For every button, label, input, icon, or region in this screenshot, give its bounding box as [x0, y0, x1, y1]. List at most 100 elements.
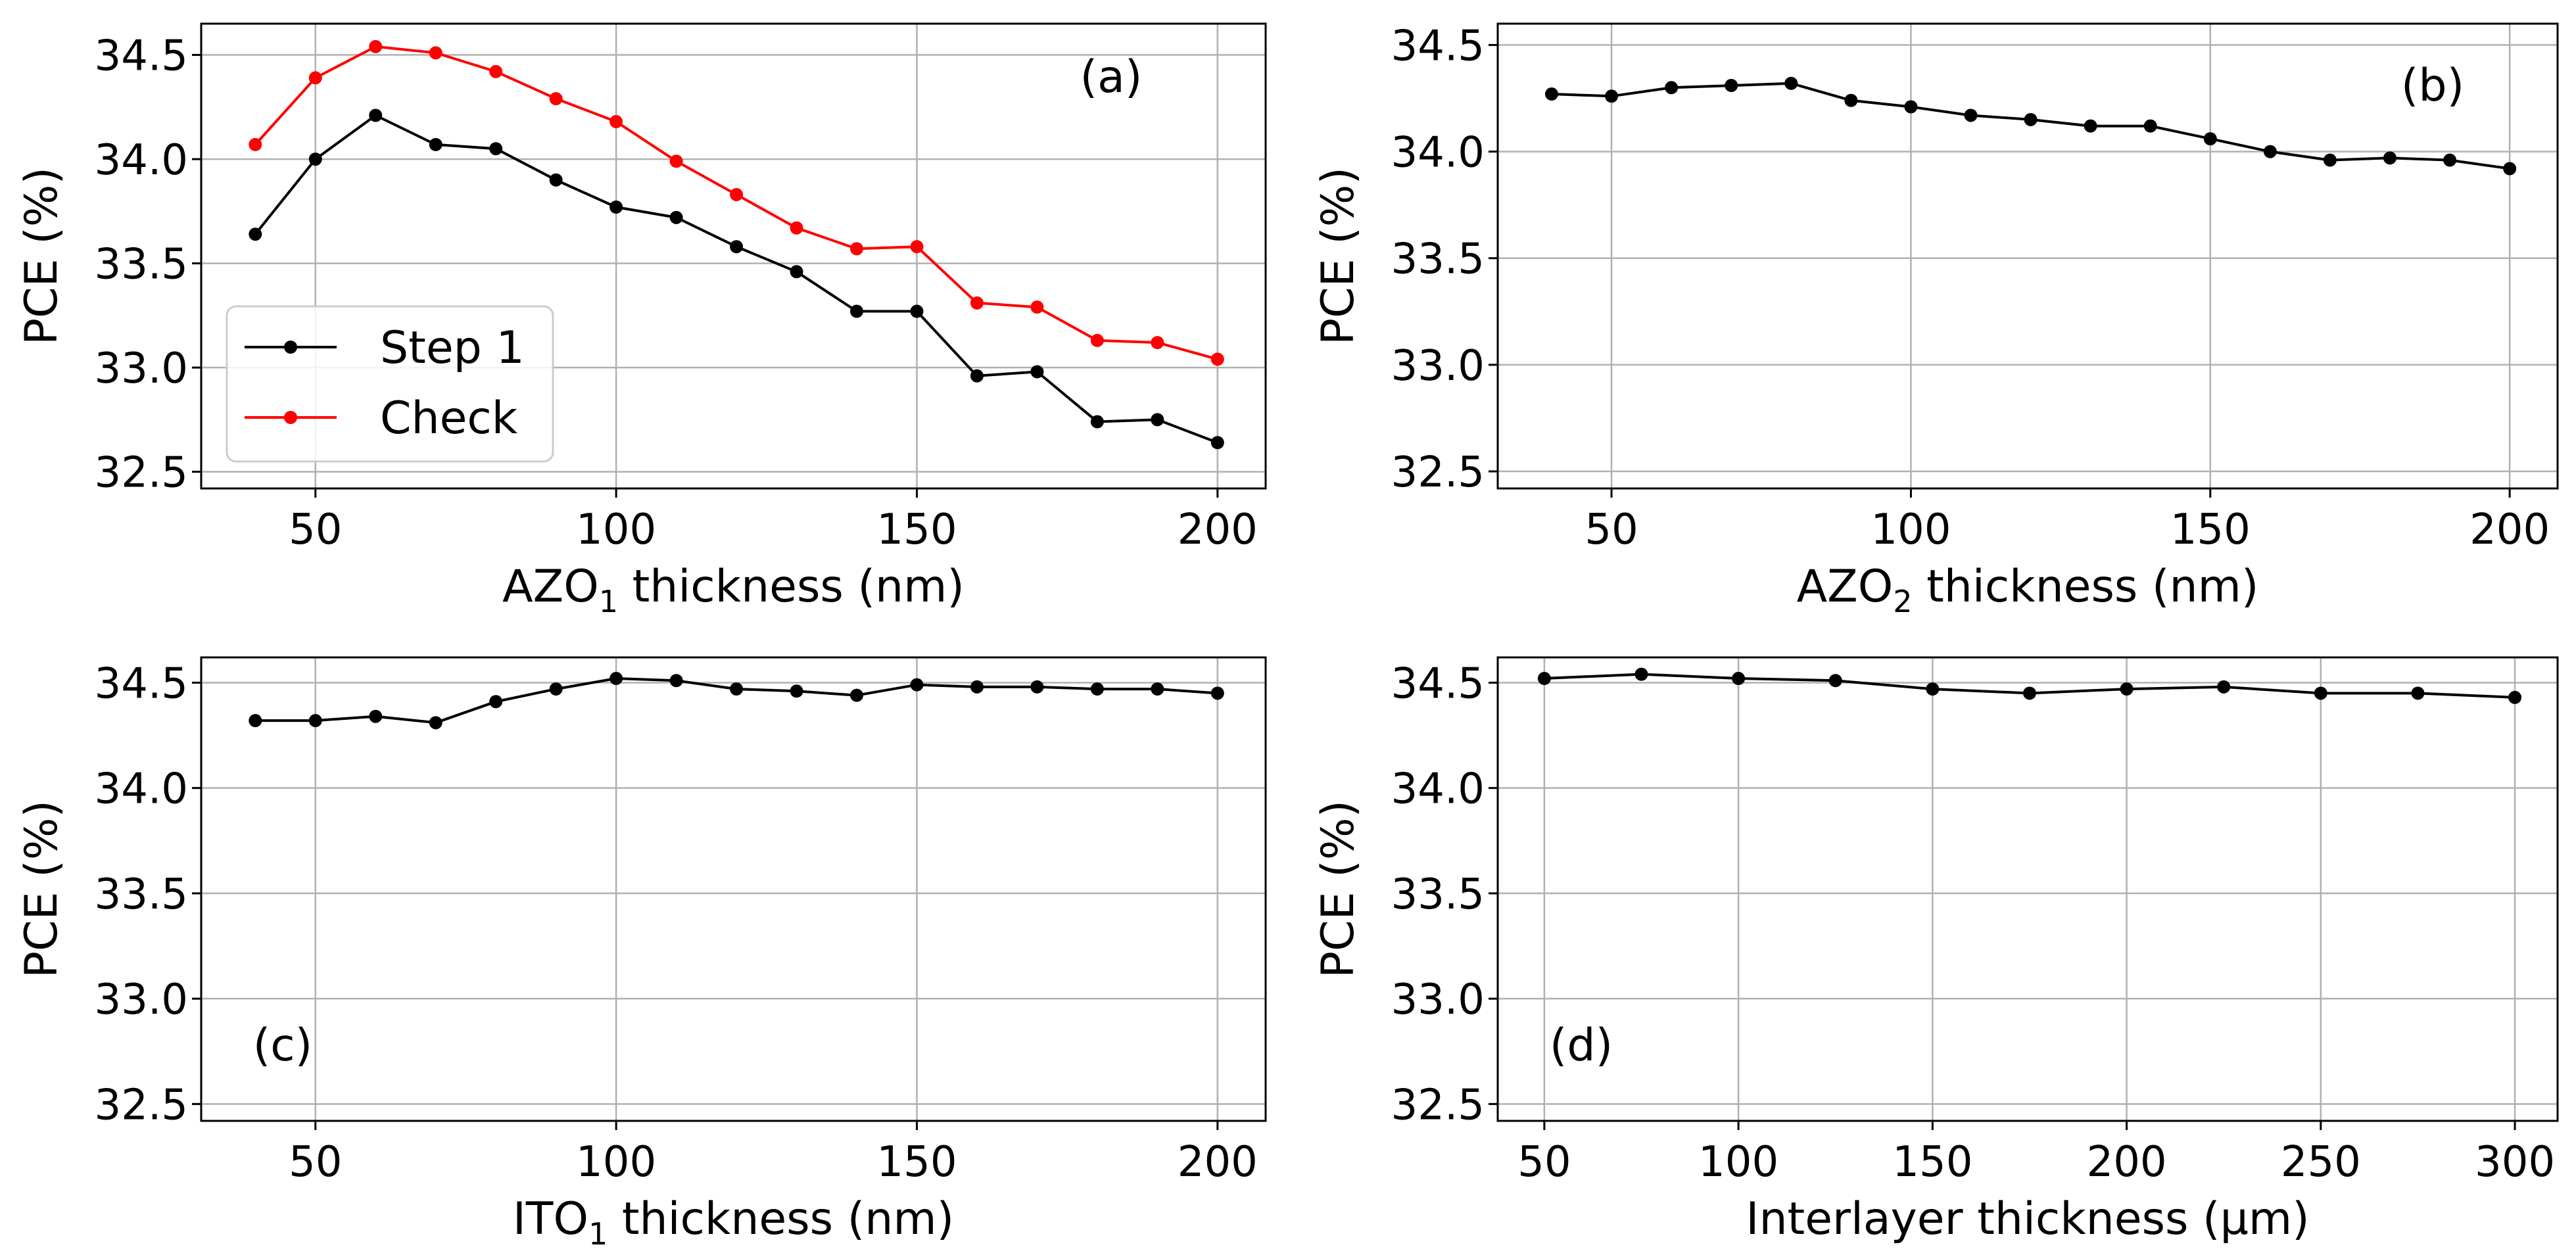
x-tick-label: 50: [289, 1138, 342, 1187]
data-point: [2084, 119, 2097, 133]
legend-marker: [284, 341, 297, 354]
data-point: [2263, 145, 2277, 158]
data-point: [669, 154, 683, 168]
data-point: [2203, 132, 2217, 146]
y-tick-label: 34.5: [1391, 22, 1485, 70]
chart-panel-1: 50 100 150 200 32.5 33.0 33.5 34.0 34.5 PCE (%) AZ…: [16, 22, 1267, 619]
x-axis-label: AZO2 thickness (nm): [1797, 561, 2259, 619]
data-point: [609, 115, 623, 129]
y-tick-label: 34.0: [1391, 129, 1485, 177]
data-point: [790, 265, 803, 279]
data-point: [850, 242, 864, 256]
panel-label: (b): [2401, 60, 2464, 112]
data-point: [1537, 672, 1551, 686]
y-tick-label: 32.5: [95, 449, 189, 498]
data-point: [609, 672, 623, 686]
data-point: [1210, 352, 1224, 366]
x-tick-label: 50: [289, 506, 342, 554]
data-point: [1904, 100, 1918, 114]
data-point: [1030, 300, 1044, 314]
data-point: [2503, 162, 2517, 176]
data-point: [2120, 682, 2134, 696]
x-axis-label: AZO1 thickness (nm): [502, 561, 965, 619]
plot-frame: [200, 22, 1267, 490]
x-tick-label: 50: [1517, 1138, 1571, 1187]
x-tick-label: 250: [2281, 1138, 2361, 1187]
data-point: [2508, 690, 2522, 704]
y-tick-label: 34.5: [1391, 659, 1485, 708]
data-point: [1964, 108, 1978, 122]
data-point: [549, 173, 563, 187]
y-axis-label: PCE (%): [16, 800, 68, 978]
y-axis-label: PCE (%): [1312, 167, 1364, 345]
y-tick-label: 34.0: [1391, 765, 1485, 814]
data-point: [910, 240, 924, 254]
y-tick-label: 34.0: [95, 765, 189, 814]
data-point: [730, 187, 744, 201]
data-point: [1151, 682, 1164, 696]
panel-label: (d): [1550, 1020, 1613, 1072]
y-tick-label: 34.5: [95, 32, 189, 81]
data-point: [970, 296, 984, 310]
panel-label: (c): [253, 1020, 312, 1072]
data-point: [970, 680, 984, 694]
data-point: [790, 684, 803, 698]
legend-label: Check: [380, 392, 518, 444]
data-point: [489, 64, 503, 78]
data-point: [1030, 680, 1044, 694]
data-point: [2143, 119, 2157, 133]
data-point: [850, 688, 864, 702]
data-point: [790, 221, 803, 235]
plot-frame: [1496, 22, 2559, 490]
y-tick-label: 33.0: [1391, 342, 1485, 390]
x-tick-label: 150: [876, 506, 957, 554]
data-point: [369, 709, 383, 723]
data-point: [609, 200, 623, 214]
x-tick-label: 200: [2469, 506, 2550, 554]
x-axis-label: Interlayer thickness (μm): [1746, 1193, 2309, 1245]
data-point: [1725, 79, 1738, 93]
data-point: [1732, 672, 1746, 686]
data-point: [669, 674, 683, 688]
data-point: [549, 92, 563, 106]
y-tick-label: 33.0: [95, 344, 189, 393]
x-tick-label: 150: [2170, 506, 2251, 554]
y-tick-label: 32.5: [1391, 1081, 1485, 1129]
data-point: [489, 695, 503, 709]
data-point: [1605, 89, 1619, 103]
x-tick-label: 100: [1871, 506, 1951, 554]
data-point: [1030, 365, 1044, 379]
panel-label: (a): [1080, 51, 1143, 103]
data-point: [308, 71, 322, 85]
x-tick-label: 200: [1178, 1138, 1258, 1187]
x-tick-label: 100: [1698, 1138, 1778, 1187]
data-point: [910, 304, 924, 318]
data-point: [2383, 151, 2397, 165]
data-point: [2443, 153, 2457, 167]
x-tick-label: 300: [2475, 1138, 2555, 1187]
data-point: [1090, 682, 1104, 696]
data-point: [730, 682, 744, 696]
data-point: [1090, 415, 1104, 429]
data-point: [2217, 680, 2231, 694]
data-point: [429, 137, 442, 151]
data-point: [970, 369, 984, 383]
y-tick-label: 33.5: [1391, 235, 1485, 284]
data-point: [249, 714, 262, 728]
data-point: [1844, 93, 1858, 107]
legend-marker: [284, 411, 297, 424]
data-point: [369, 108, 383, 122]
data-point: [1210, 436, 1224, 450]
y-tick-label: 33.5: [95, 870, 189, 919]
legend: Step 1 Check: [226, 305, 554, 463]
y-tick-label: 32.5: [95, 1081, 189, 1129]
data-point: [1151, 336, 1164, 350]
y-tick-label: 34.5: [95, 659, 189, 708]
legend-box: [226, 305, 554, 463]
data-point: [1926, 682, 1940, 696]
y-tick-label: 33.0: [95, 976, 189, 1024]
data-point: [308, 153, 322, 166]
data-point: [850, 304, 864, 318]
data-point: [910, 678, 924, 692]
